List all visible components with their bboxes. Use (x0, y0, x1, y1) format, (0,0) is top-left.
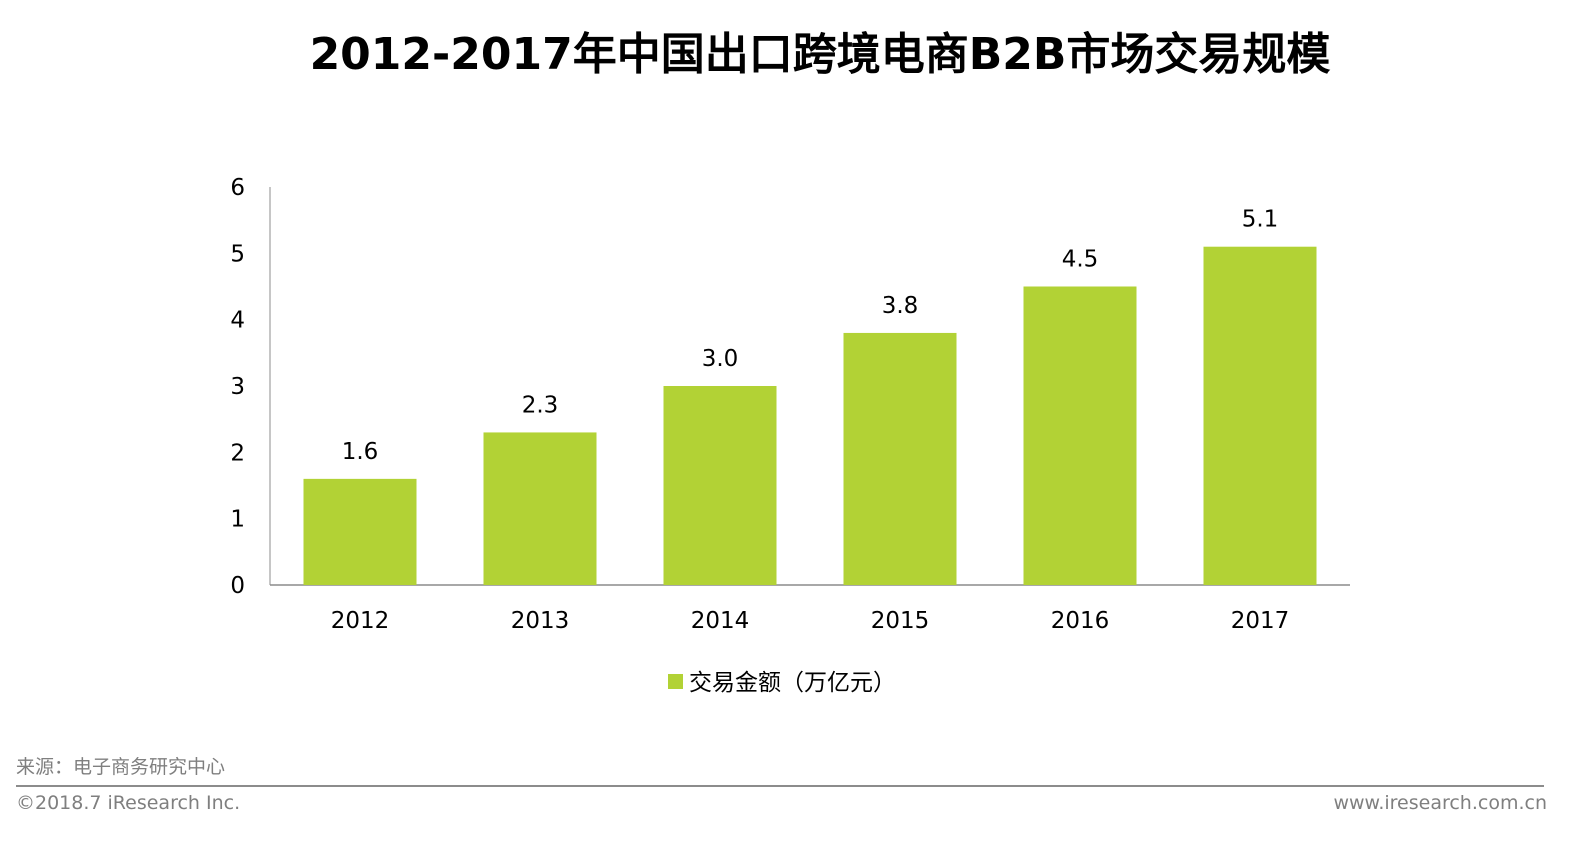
y-tick-label: 0 (230, 573, 245, 599)
chart-title: 2012-2017年中国出口跨境电商B2B市场交易规模 (309, 29, 1331, 80)
bar-2017 (1203, 246, 1317, 585)
x-tick-label: 2015 (871, 608, 930, 634)
bar-2013 (483, 432, 597, 585)
x-tick-label: 2016 (1051, 608, 1110, 634)
data-label: 3.0 (702, 346, 739, 372)
x-tick-label: 2017 (1231, 608, 1290, 634)
y-tick-label: 6 (230, 175, 245, 201)
data-label: 3.8 (882, 293, 919, 319)
legend-label: 交易金额（万亿元） (689, 670, 896, 696)
copyright: ©2018.7 iResearch Inc. (16, 792, 241, 814)
legend-swatch (668, 674, 683, 689)
bar-2015 (843, 332, 957, 585)
bar-chart: 0 1 2 3 4 5 6 1.6 2012 2.3 2013 3.0 2014 3.8 2015 4.5 20… (230, 175, 1350, 696)
source-note: 来源：电子商务研究中心 (16, 756, 226, 778)
y-tick-label: 1 (230, 507, 245, 533)
y-tick-label: 4 (230, 308, 245, 334)
data-label: 4.5 (1062, 247, 1099, 273)
x-tick-label: 2014 (691, 608, 750, 634)
data-label: 2.3 (522, 392, 559, 418)
bar-2014 (663, 386, 777, 585)
x-tick-label: 2012 (331, 608, 390, 634)
bar-2012 (303, 478, 417, 585)
y-tick-label: 2 (230, 440, 245, 466)
y-tick-label: 5 (230, 241, 245, 267)
data-label: 1.6 (342, 439, 379, 465)
data-label: 5.1 (1242, 207, 1279, 233)
x-tick-label: 2013 (511, 608, 570, 634)
footer-divider (16, 785, 1544, 787)
website-link[interactable]: www.iresearch.com.cn (1333, 792, 1547, 814)
bar-2016 (1023, 286, 1137, 585)
y-tick-label: 3 (230, 374, 245, 400)
